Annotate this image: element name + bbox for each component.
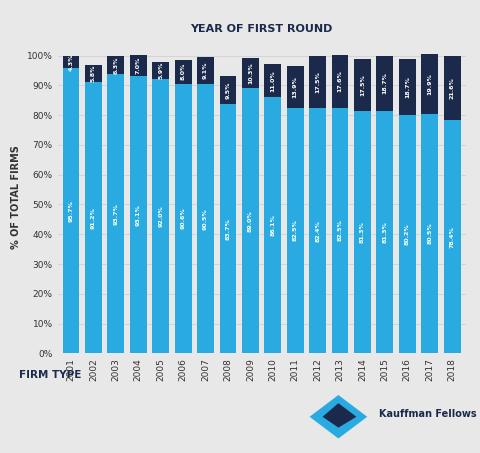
Title: YEAR OF FIRST ROUND: YEAR OF FIRST ROUND — [191, 24, 333, 34]
Text: 80.2%: 80.2% — [405, 223, 410, 245]
Text: 81.3%: 81.3% — [360, 222, 365, 243]
Bar — [152, 79, 169, 353]
Text: 17.5%: 17.5% — [360, 74, 365, 96]
Text: 91.2%: 91.2% — [91, 207, 96, 228]
Text: Kauffman Fellows: Kauffman Fellows — [379, 410, 477, 419]
Text: 93.7%: 93.7% — [113, 203, 119, 225]
Text: 89.0%: 89.0% — [248, 210, 253, 232]
Bar — [108, 74, 124, 353]
Text: 17.6%: 17.6% — [337, 71, 343, 92]
Text: 5.8%: 5.8% — [91, 64, 96, 82]
Bar — [130, 55, 147, 76]
Text: 8.0%: 8.0% — [180, 63, 186, 81]
Bar — [197, 57, 214, 84]
Text: 18.7%: 18.7% — [405, 76, 410, 98]
Bar — [197, 84, 214, 353]
Text: 4.3%: 4.3% — [69, 53, 73, 71]
Text: 6.3%: 6.3% — [113, 56, 119, 74]
Bar — [332, 55, 348, 108]
Bar — [242, 88, 259, 353]
Text: 93.1%: 93.1% — [136, 204, 141, 226]
Bar — [242, 58, 259, 88]
Bar — [175, 84, 192, 353]
Text: 17.5%: 17.5% — [315, 71, 320, 93]
Text: 86.1%: 86.1% — [270, 214, 276, 236]
Text: 21.6%: 21.6% — [450, 77, 455, 99]
Text: 80.5%: 80.5% — [427, 222, 432, 245]
Text: 82.4%: 82.4% — [315, 220, 320, 241]
Bar — [85, 82, 102, 353]
Bar — [219, 76, 236, 104]
Y-axis label: % OF TOTAL FIRMS: % OF TOTAL FIRMS — [12, 145, 21, 249]
Text: 78.4%: 78.4% — [450, 226, 455, 248]
Text: FIRM TYPE: FIRM TYPE — [19, 370, 82, 380]
Text: 5.9%: 5.9% — [158, 62, 163, 79]
Bar — [264, 97, 281, 353]
Text: 95.7%: 95.7% — [69, 200, 73, 222]
Bar — [376, 56, 393, 111]
Bar — [175, 60, 192, 84]
Text: 10.3%: 10.3% — [248, 62, 253, 84]
Bar — [421, 54, 438, 114]
Polygon shape — [323, 403, 356, 428]
Bar — [354, 111, 371, 353]
Text: 13.9%: 13.9% — [293, 76, 298, 98]
Bar — [287, 108, 304, 353]
Bar — [309, 56, 326, 108]
Bar — [354, 59, 371, 111]
Bar — [444, 120, 460, 353]
Bar — [399, 59, 416, 115]
Bar — [108, 56, 124, 74]
Bar — [309, 108, 326, 353]
Text: 90.6%: 90.6% — [180, 207, 186, 229]
Text: 90.5%: 90.5% — [203, 208, 208, 230]
Text: 83.7%: 83.7% — [226, 218, 230, 240]
Bar — [152, 62, 169, 79]
Text: 81.3%: 81.3% — [383, 222, 387, 243]
Bar — [376, 111, 393, 353]
Bar — [219, 104, 236, 353]
Bar — [421, 114, 438, 353]
Bar — [63, 56, 80, 68]
Bar — [399, 115, 416, 353]
Text: 92.0%: 92.0% — [158, 206, 163, 227]
Text: 19.9%: 19.9% — [427, 73, 432, 95]
Text: 82.5%: 82.5% — [337, 220, 343, 241]
Text: 82.5%: 82.5% — [293, 220, 298, 241]
Bar — [130, 76, 147, 353]
Text: 9.1%: 9.1% — [203, 62, 208, 79]
Text: 11.0%: 11.0% — [270, 70, 276, 92]
Polygon shape — [310, 395, 367, 439]
Text: 18.7%: 18.7% — [383, 72, 387, 94]
Bar — [332, 108, 348, 353]
Bar — [444, 56, 460, 120]
Text: 7.0%: 7.0% — [136, 57, 141, 74]
Bar — [63, 68, 80, 353]
Bar — [85, 65, 102, 82]
Bar — [264, 64, 281, 97]
Text: 9.5%: 9.5% — [226, 81, 230, 99]
Bar — [287, 67, 304, 108]
